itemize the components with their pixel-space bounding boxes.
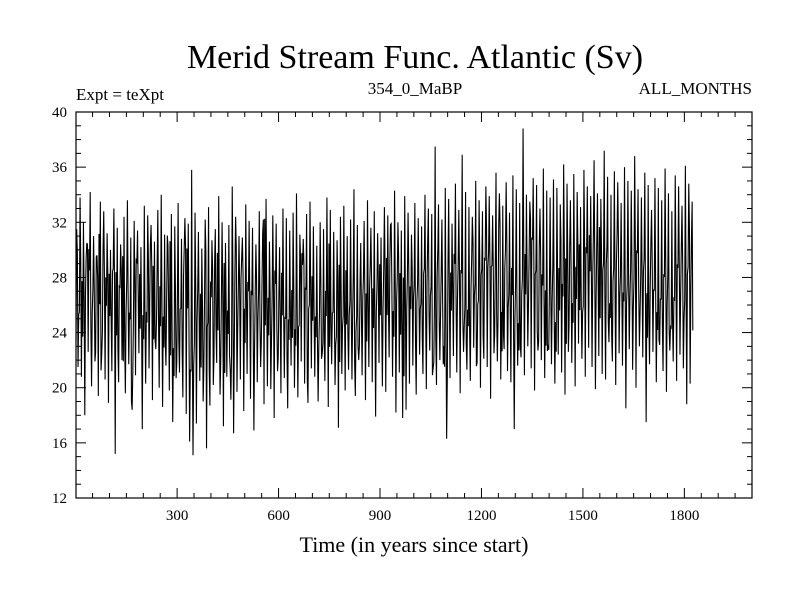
y-tick-label-28: 28 xyxy=(52,270,67,286)
x-tick-label-300: 300 xyxy=(166,508,189,524)
y-tick-label-16: 16 xyxy=(52,436,68,452)
x-tick-label-1800: 1800 xyxy=(669,508,699,524)
x-axis: 300 600 900 1200 1500 1800 xyxy=(92,112,736,524)
y-tick-label-36: 36 xyxy=(52,160,68,176)
chart-subtitle-center: 354_0_MaBP xyxy=(368,79,462,98)
x-axis-label: Time (in years since start) xyxy=(300,532,529,557)
y-tick-label-24: 24 xyxy=(52,326,68,342)
chart-subtitle-right: ALL_MONTHS xyxy=(639,79,752,98)
y-tick-label-32: 32 xyxy=(52,215,67,231)
chart-subtitle-left: Expt = teXpt xyxy=(76,85,164,104)
series-layer xyxy=(75,128,694,456)
x-tick-label-600: 600 xyxy=(267,508,290,524)
x-tick-label-900: 900 xyxy=(369,508,392,524)
y-tick-label-20: 20 xyxy=(52,381,67,397)
series-line xyxy=(75,128,694,456)
chart-title: Merid Stream Func. Atlantic (Sv) xyxy=(187,39,643,76)
x-tick-label-1500: 1500 xyxy=(568,508,598,524)
y-tick-label-40: 40 xyxy=(52,105,67,121)
x-tick-label-1200: 1200 xyxy=(466,508,496,524)
y-tick-label-12: 12 xyxy=(52,491,67,507)
